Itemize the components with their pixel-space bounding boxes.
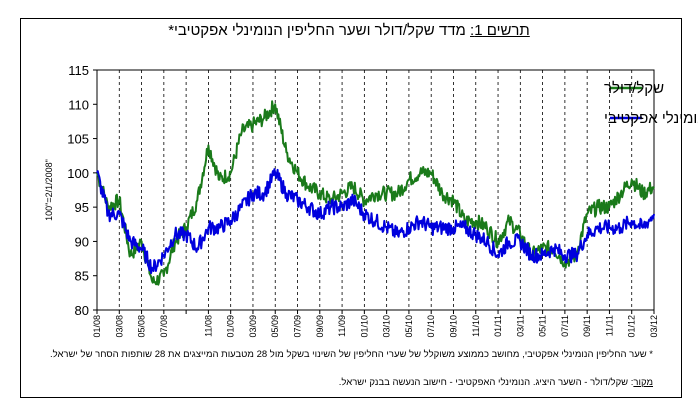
x-tick-label: 01/12 [627,315,637,338]
x-tick-label: 05/10 [404,315,414,338]
y-axis: 80 85 90 95 100 105 110 115 [67,63,97,318]
x-tick-label: 01/10 [359,315,369,338]
y-tick-label: 85 [75,269,89,284]
x-tick-label: 09/11 [582,315,592,337]
y-tick-label: 105 [67,132,89,147]
chart-title-prefix: תרשים 1: [470,22,530,39]
y-tick-label: 100 [67,166,89,181]
x-tick-label: 11/09 [337,315,347,337]
source-note: מקור: שקל/דולר - השער היציג. הנומינלי הא… [33,377,653,388]
x-tick-label: 03/11 [515,315,525,337]
x-tick-label: 09/09 [315,315,325,338]
x-tick-label: 03/08 [114,315,124,338]
x-tick-label: 07/08 [159,315,169,338]
x-tick-label: 03/12 [649,315,659,338]
legend-label: שקל/דולר [604,80,664,97]
x-tick-label: 01/09 [226,315,236,338]
x-tick-label: 03/10 [382,315,392,338]
legend-label: נומינלי אפקטיבי [604,110,698,127]
chart-title-text: מדד שקל/דולר ושער החליפין הנומינלי אפקטי… [168,22,466,39]
plot-area [96,69,655,311]
x-axis: 01/08 03/08 05/08 07/08 11/08 01/09 03/09 05/09… [92,310,659,338]
y-axis-label: 100"=2/1/2008" [44,159,54,221]
y-tick-label: 80 [75,303,89,318]
y-tick-label: 110 [68,97,89,112]
x-tick-label: 05/09 [270,315,280,338]
series-lines [96,100,655,286]
source-text: : שקל/דולר - השער היציג. הנומינלי האפקטי… [338,377,634,388]
x-tick-label: 11/08 [203,315,213,337]
x-tick-label: 05/08 [137,315,147,338]
chart-frame [20,18,682,398]
x-tick-label: 07/11 [560,315,570,337]
series-line [96,100,655,286]
x-tick-label: 11/11 [604,315,614,336]
series-line [96,168,655,275]
y-tick-label: 90 [75,234,89,249]
x-tick-label: 05/11 [538,315,548,337]
x-tick-label: 01/08 [92,315,102,338]
chart-title: תרשים 1: מדד שקל/דולר ושער החליפין הנומי… [0,22,698,39]
y-tick-label: 115 [68,63,89,78]
source-label: מקור [633,377,653,388]
footnote: * שער החליפין הנומינלי אפקטיבי, מחושב כמ… [49,349,653,360]
x-tick-label: 11/10 [471,315,481,337]
x-tick-label: 09/10 [448,315,458,338]
x-tick-label: 07/10 [426,315,436,338]
y-tick-label: 95 [75,200,89,215]
x-tick-label: 07/09 [293,315,303,338]
vertical-grid [118,70,633,310]
legend: שקל/דולר נומינלי אפקטיבי [604,80,698,127]
x-tick-label: 03/09 [248,315,258,338]
x-tick-label: 01/11 [493,315,503,337]
